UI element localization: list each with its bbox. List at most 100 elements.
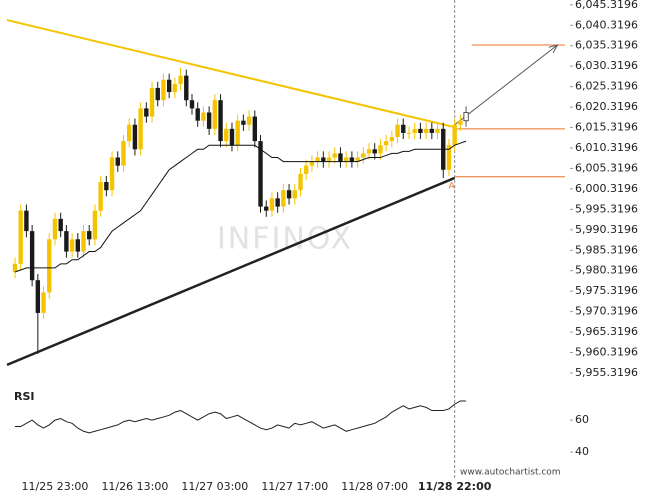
- candle-body: [29, 231, 35, 281]
- candle-body: [92, 210, 98, 240]
- candle-body: [463, 111, 469, 122]
- arrow-head: [548, 44, 559, 54]
- y-tick-label: 5,960.3196: [575, 346, 638, 359]
- candle-body: [458, 120, 463, 125]
- candle-body: [224, 128, 229, 142]
- candle-body: [195, 108, 200, 121]
- candle-body: [87, 231, 92, 240]
- candle-body: [109, 157, 115, 191]
- candle-body: [338, 153, 343, 162]
- watermark: INFINOX: [217, 222, 353, 257]
- candle-body: [269, 198, 275, 211]
- x-tick-label: 11/27 17:00: [261, 480, 328, 493]
- y-tick-label: 5,990.3196: [575, 223, 638, 236]
- candle-body: [206, 112, 212, 129]
- candle-body: [201, 112, 206, 121]
- candle-body: [172, 83, 178, 93]
- candle-body: [69, 239, 75, 252]
- resistance-line: [6, 19, 455, 129]
- candle-body: [281, 190, 286, 207]
- rsi-label: RSI: [14, 390, 35, 403]
- y-tick-label: 6,030.3196: [575, 59, 638, 72]
- candle-body: [304, 165, 309, 174]
- candle-body: [429, 128, 435, 133]
- candle-body: [12, 263, 18, 273]
- candle-body: [189, 100, 195, 109]
- candle-body: [435, 128, 440, 133]
- candle-body: [361, 153, 366, 158]
- candle-body: [321, 157, 326, 162]
- candle-body: [412, 128, 417, 133]
- candle-body: [121, 141, 126, 166]
- candle-body: [275, 198, 280, 207]
- candle-body: [395, 124, 400, 138]
- candle-body: [286, 190, 292, 199]
- y-tick-label: 6,040.3196: [575, 18, 638, 31]
- candle-body: [292, 190, 297, 199]
- support-line: [6, 176, 456, 367]
- candle-body: [264, 206, 269, 211]
- candle-body: [115, 157, 120, 166]
- candle-body: [241, 120, 246, 125]
- candle-body: [309, 161, 315, 166]
- y-tick-label: 6,015.3196: [575, 121, 638, 134]
- candle-body: [423, 128, 429, 133]
- candle-body: [452, 124, 457, 146]
- candle-body: [24, 210, 29, 232]
- candle-body: [212, 100, 218, 129]
- candle-body: [372, 149, 377, 154]
- candle-body: [161, 79, 166, 101]
- y-tick-label: 6,025.3196: [575, 80, 638, 93]
- candle-body: [52, 218, 58, 240]
- candle-body: [252, 116, 258, 142]
- y-tick-label: 5,970.3196: [575, 305, 638, 318]
- y-tick-label: 6,045.3196: [575, 0, 638, 11]
- candle-body: [104, 182, 109, 191]
- candle-body: [406, 132, 412, 134]
- candle-body: [258, 141, 263, 207]
- site-label: www.autochartist.com: [460, 468, 561, 478]
- y-tick-label: 5,975.3196: [575, 284, 638, 297]
- candle-body: [355, 157, 360, 162]
- candle-body: [98, 182, 103, 211]
- candle-body: [298, 173, 303, 191]
- moving-average: [14, 140, 467, 273]
- candle-body: [389, 137, 395, 142]
- candle-body: [41, 292, 46, 313]
- y-tick-label: 6,035.3196: [575, 39, 638, 52]
- x-tick-label: 11/27 03:00: [181, 480, 248, 493]
- candle-body: [235, 120, 240, 146]
- y-tick-label: 5,965.3196: [575, 325, 638, 338]
- candle-body: [166, 79, 172, 93]
- candle-body: [178, 75, 183, 84]
- annotation: A: [449, 181, 456, 191]
- candle-body: [383, 141, 389, 146]
- y-tick-label: 5,995.3196: [575, 202, 638, 215]
- y-tick-label: 5,985.3196: [575, 243, 638, 256]
- candle-body: [47, 239, 52, 293]
- candle-body: [446, 145, 452, 170]
- candle-body: [144, 108, 149, 117]
- rsi-line: [14, 400, 467, 434]
- x-tick-label: 11/28 07:00: [341, 480, 408, 493]
- candle-body: [332, 153, 337, 158]
- forecast-arrow: [454, 44, 558, 126]
- candle-body: [126, 124, 132, 142]
- rsi-tick-label: 60: [575, 413, 589, 426]
- candle-body: [366, 149, 372, 154]
- y-tick-label: 6,010.3196: [575, 141, 638, 154]
- candle-body: [229, 128, 235, 146]
- candle-body: [75, 239, 81, 252]
- y-tick-label: 6,005.3196: [575, 161, 638, 174]
- y-tick-label: 6,000.3196: [575, 182, 638, 195]
- candle-body: [138, 108, 143, 150]
- x-tick-label: 11/26 13:00: [101, 480, 168, 493]
- x-tick-label: 11/28 22:00: [418, 480, 492, 493]
- rsi-tick-label: 40: [575, 445, 589, 458]
- candle-body: [132, 124, 138, 150]
- candle-body: [218, 100, 223, 142]
- candle-body: [81, 231, 86, 252]
- candle-body: [58, 218, 63, 232]
- candle-body: [315, 157, 320, 162]
